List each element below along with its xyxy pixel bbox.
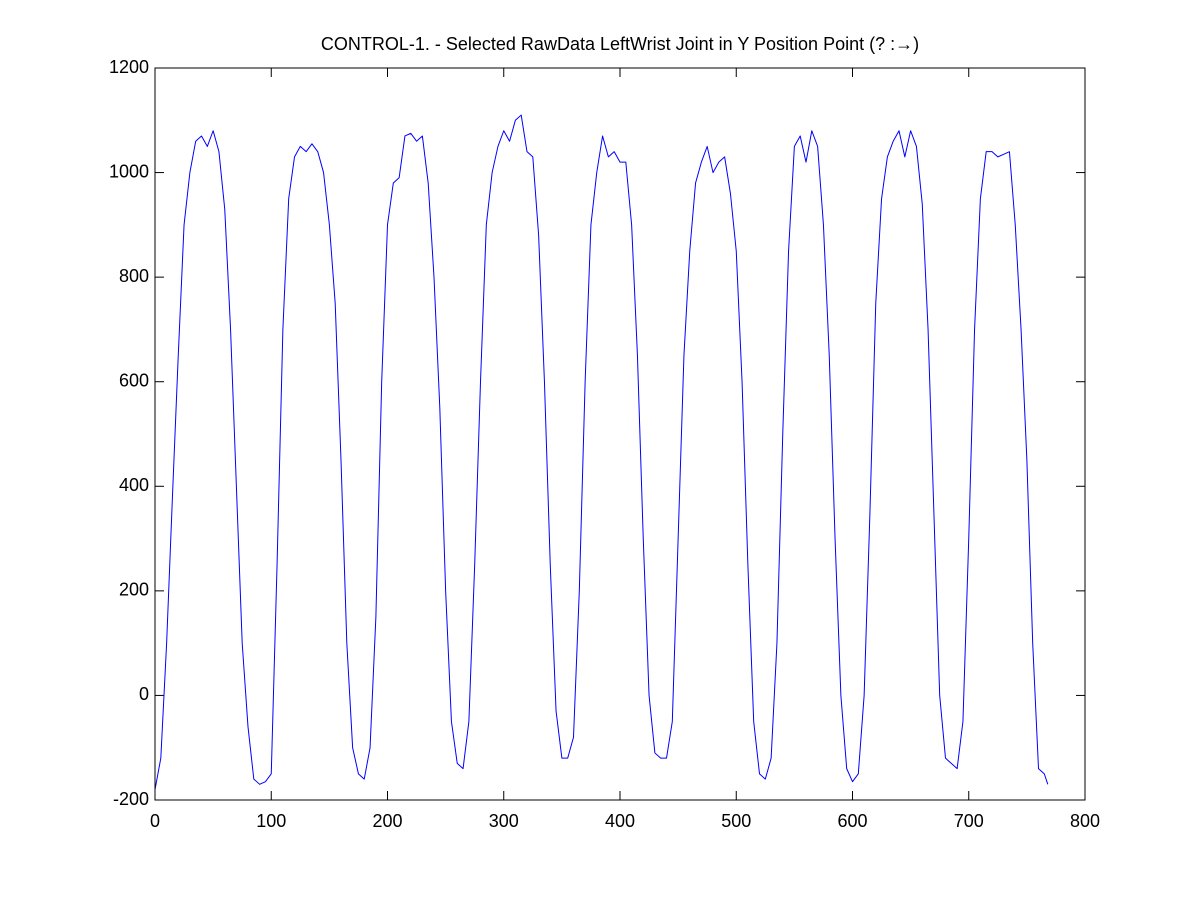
x-tick-label: 300 xyxy=(489,811,519,831)
y-tick-label: 800 xyxy=(119,266,149,286)
y-tick-label: 1200 xyxy=(109,57,149,77)
x-tick-label: 800 xyxy=(1070,811,1100,831)
x-tick-label: 200 xyxy=(372,811,402,831)
y-tick-label: -200 xyxy=(113,789,149,809)
chart-title: CONTROL-1. - Selected RawData LeftWrist … xyxy=(321,34,919,54)
x-tick-label: 600 xyxy=(837,811,867,831)
y-tick-label: 400 xyxy=(119,475,149,495)
y-tick-label: 600 xyxy=(119,370,149,390)
y-tick-label: 200 xyxy=(119,580,149,600)
y-tick-label: 0 xyxy=(139,684,149,704)
x-tick-label: 700 xyxy=(954,811,984,831)
x-tick-label: 400 xyxy=(605,811,635,831)
x-tick-label: 100 xyxy=(256,811,286,831)
axes-box xyxy=(154,67,1086,801)
x-tick-label: 500 xyxy=(721,811,751,831)
x-tick-label: 0 xyxy=(150,811,160,831)
data-line xyxy=(154,114,1049,790)
y-tick-label: 1000 xyxy=(109,161,149,181)
